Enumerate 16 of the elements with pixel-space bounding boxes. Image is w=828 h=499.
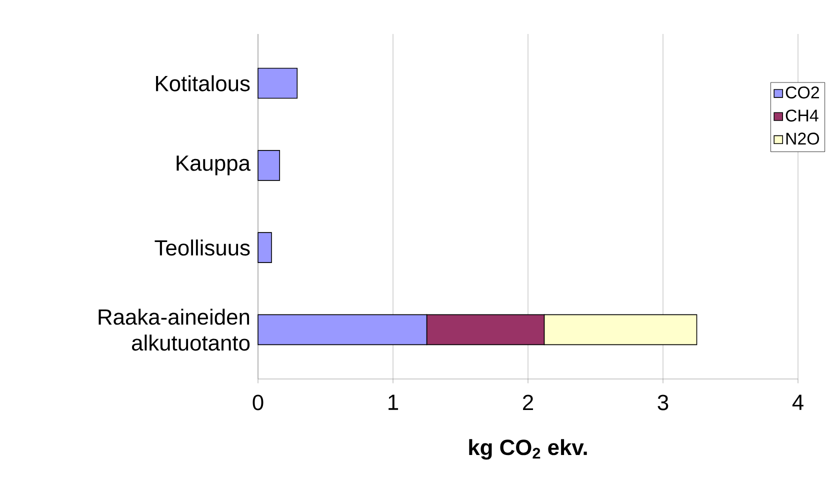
y-tick-label: Teollisuus <box>154 240 250 256</box>
legend-label: CH4 <box>786 110 818 122</box>
x-tick-label: 3 <box>658 394 668 410</box>
bar <box>258 68 298 99</box>
x-tick-label: 0 <box>252 394 264 410</box>
bar <box>258 150 280 181</box>
y-tick-label: Raaka-aineiden alkutuotanto <box>98 308 250 351</box>
x-tick-label: 4 <box>792 394 804 410</box>
y-tick-label: Kotitalous <box>156 75 250 92</box>
y-tick-label: Kauppa <box>176 156 250 176</box>
bar <box>258 232 272 263</box>
x-tick-label: 1 <box>388 394 398 410</box>
legend-label: N2O <box>786 132 820 145</box>
x-tick-label: 2 <box>523 394 534 410</box>
x-axis-title: kg CO$_{2}$ ekv. <box>469 439 587 460</box>
legend-label: CO2 <box>786 86 819 98</box>
